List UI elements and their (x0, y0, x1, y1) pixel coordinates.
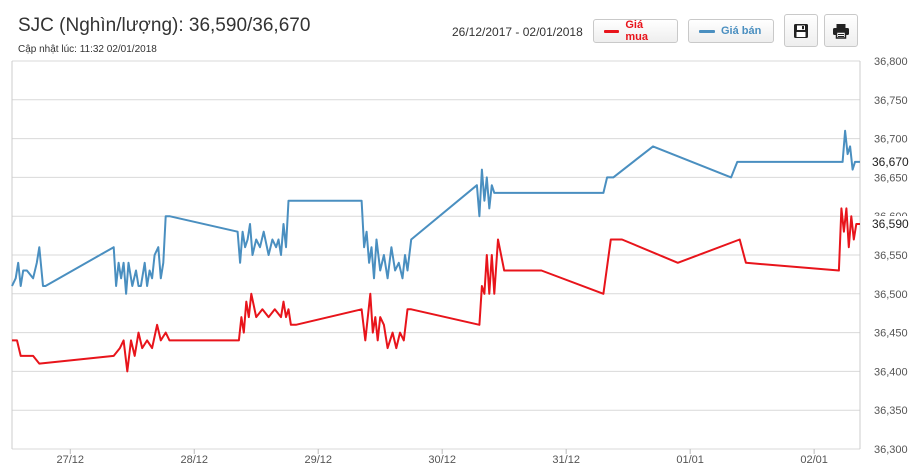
buy-price-toggle-button[interactable]: Giá mua (593, 19, 678, 43)
x-tick-label: 29/12 (304, 454, 332, 466)
y-tick-label: 36,500 (874, 289, 908, 301)
y-tick-label: 36,300 (874, 444, 908, 456)
sell-series-swatch (699, 29, 715, 33)
page-title: SJC (Nghìn/lượng): 36,590/36,670 (18, 15, 311, 36)
last-value-background (866, 215, 918, 231)
y-tick-label: 36,450 (874, 328, 908, 340)
last-value-label: 36,670 (872, 155, 909, 169)
x-tick-label: 01/01 (676, 454, 704, 466)
save-button[interactable] (784, 14, 818, 47)
x-tick-label: 27/12 (57, 454, 85, 466)
y-tick-label: 36,550 (874, 250, 908, 262)
buy-price-line (12, 207, 860, 373)
sell-price-label: Giá bán (721, 25, 762, 37)
y-tick-label: 36,650 (874, 172, 908, 184)
print-button[interactable] (824, 14, 858, 47)
sell-price-line (11, 129, 860, 295)
y-tick-label: 36,800 (874, 56, 908, 68)
y-tick-label: 36,400 (874, 366, 908, 378)
y-tick-label: 36,750 (874, 95, 908, 107)
x-tick-label: 02/01 (800, 454, 828, 466)
x-tick-label: 31/12 (552, 454, 580, 466)
sell-price-toggle-button[interactable]: Giá bán (688, 19, 774, 43)
updated-timestamp: Cập nhật lúc: 11:32 02/01/2018 (18, 44, 157, 55)
x-tick-label: 28/12 (180, 454, 208, 466)
x-tick-label: 30/12 (428, 454, 456, 466)
printer-icon (833, 23, 849, 39)
buy-series-swatch (604, 29, 620, 33)
buy-price-label: Giá mua (625, 19, 648, 43)
last-value-background (866, 153, 918, 169)
date-range[interactable]: 26/12/2017 - 02/01/2018 (452, 25, 583, 39)
y-tick-label: 36,700 (874, 134, 908, 146)
floppy-disk-icon (794, 23, 808, 38)
last-value-label: 36,590 (872, 217, 909, 231)
y-tick-label: 36,350 (874, 405, 908, 417)
